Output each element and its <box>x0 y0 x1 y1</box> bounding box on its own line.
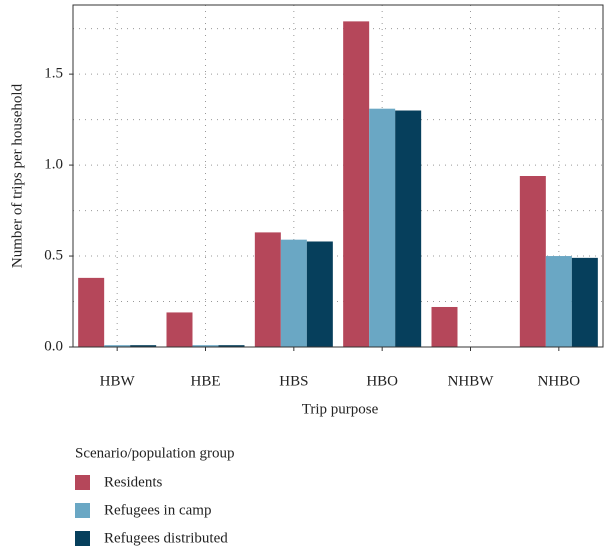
bar <box>130 345 157 347</box>
bar <box>78 277 105 347</box>
legend-swatch <box>75 531 90 546</box>
x-tick-label: HBS <box>279 373 308 389</box>
bar <box>280 239 307 347</box>
bar <box>218 345 245 347</box>
y-tick-label: 0.0 <box>44 338 63 354</box>
bar <box>395 110 422 347</box>
bar <box>545 256 572 347</box>
bar <box>254 232 281 347</box>
legend-swatch <box>75 475 90 490</box>
legend-label: Refugees in camp <box>104 502 211 518</box>
y-tick-label: 1.5 <box>44 66 63 82</box>
bar <box>166 312 193 347</box>
bar <box>192 345 219 347</box>
bar <box>104 345 131 347</box>
bar <box>369 108 396 347</box>
legend-title: Scenario/population group <box>75 445 235 461</box>
x-tick-label: HBW <box>100 373 136 389</box>
x-tick-label: HBO <box>366 373 398 389</box>
bar <box>519 176 546 347</box>
legend-swatch <box>75 503 90 518</box>
y-tick-label: 0.5 <box>44 247 63 263</box>
y-tick-label: 1.0 <box>44 157 63 173</box>
x-tick-label: NHBW <box>448 373 495 389</box>
bar <box>431 306 458 347</box>
bar <box>343 21 370 347</box>
x-tick-label: HBE <box>191 373 221 389</box>
bar <box>571 257 598 347</box>
legend-label: Refugees distributed <box>104 530 228 546</box>
x-tick-label: NHBO <box>538 373 581 389</box>
plot-frame <box>72 4 604 348</box>
legend-label: Residents <box>104 474 162 490</box>
x-axis-label: Trip purpose <box>302 401 379 417</box>
bar <box>306 241 333 347</box>
y-axis-label: Number of trips per household <box>9 83 25 268</box>
